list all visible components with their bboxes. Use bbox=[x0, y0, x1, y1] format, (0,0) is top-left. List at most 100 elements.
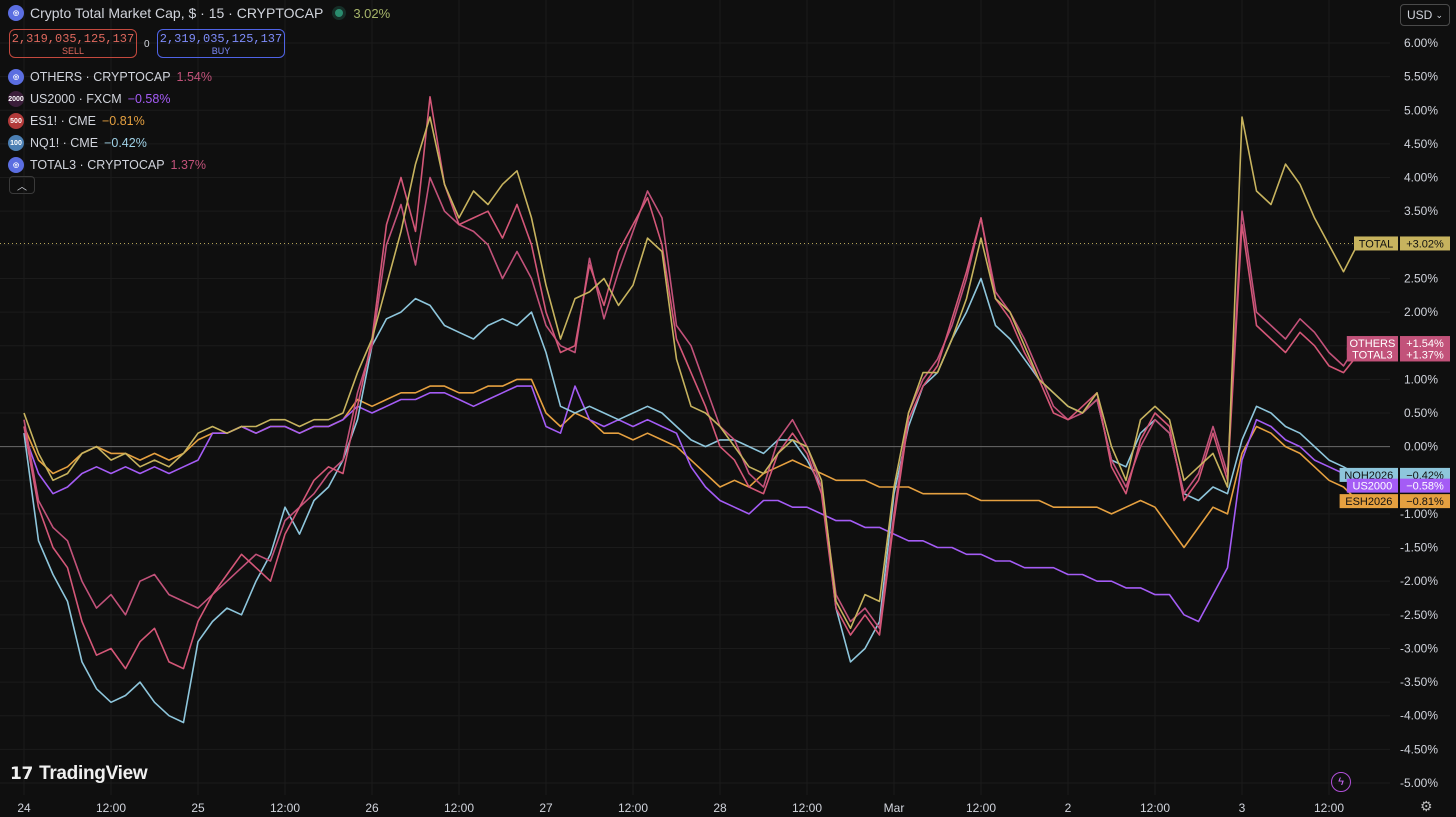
legend-change: 1.54% bbox=[176, 70, 212, 84]
y-tick-label: -1.00% bbox=[1400, 507, 1438, 521]
legend-symbol: OTHERS · CRYPTOCAP bbox=[30, 70, 171, 84]
legend-symbol: NQ1! · CME bbox=[30, 136, 99, 150]
badge-bg bbox=[1346, 347, 1398, 362]
legend-symbol: ES1! · CME bbox=[30, 114, 96, 128]
sell-label: SELL bbox=[61, 45, 85, 56]
badge-name: TOTAL bbox=[1359, 238, 1393, 250]
legend-change: −0.58% bbox=[127, 92, 171, 106]
es-500-icon: 500 bbox=[8, 113, 24, 129]
legend-change: −0.42% bbox=[104, 136, 147, 150]
buy-label: BUY bbox=[211, 45, 231, 56]
x-tick-label: 12:00 bbox=[96, 801, 126, 815]
x-tick-label: 12:00 bbox=[966, 801, 996, 815]
legend-change: 1.37% bbox=[170, 158, 206, 172]
badge-bg bbox=[1400, 347, 1450, 362]
badge-bg bbox=[1339, 494, 1398, 509]
series-line-total[interactable] bbox=[23, 116, 1359, 630]
badge-name: US2000 bbox=[1353, 481, 1393, 493]
chart-header: ◎ Crypto Total Market Cap, $ · 15 · CRYP… bbox=[8, 5, 390, 21]
badge-value: −0.58% bbox=[1406, 481, 1444, 493]
sell-button[interactable]: 2,319,035,125,137 SELL bbox=[9, 29, 137, 58]
legend-row[interactable]: 100 NQ1! · CME −0.42% bbox=[8, 132, 212, 154]
price-badge-us2000: US2000 −0.58% bbox=[1346, 478, 1450, 493]
y-tick-label: 0.50% bbox=[1404, 406, 1438, 420]
y-tick-label: 2.00% bbox=[1404, 305, 1438, 319]
x-tick-label: 28 bbox=[713, 801, 727, 815]
badge-bg bbox=[1400, 494, 1450, 509]
legend-row[interactable]: 500 ES1! · CME −0.81% bbox=[8, 110, 212, 132]
us2000-icon: 2000 bbox=[8, 91, 24, 107]
series-line-us2000[interactable] bbox=[23, 385, 1359, 623]
y-tick-label: -3.50% bbox=[1400, 675, 1438, 689]
y-tick-label: 2.50% bbox=[1404, 271, 1438, 285]
badge-bg bbox=[1400, 336, 1450, 351]
price-badge-total3: TOTAL3 +1.37% bbox=[1346, 347, 1450, 362]
x-tick-label: 12:00 bbox=[270, 801, 300, 815]
tradingview-mark-icon: 17 bbox=[10, 764, 34, 784]
badge-bg bbox=[1400, 236, 1450, 251]
y-tick-label: 1.00% bbox=[1404, 372, 1438, 386]
collapse-legend-button[interactable]: ︿ bbox=[9, 176, 35, 194]
y-tick-label: -2.00% bbox=[1400, 574, 1438, 588]
badge-bg bbox=[1339, 467, 1398, 482]
legend-symbol: US2000 · FXCM bbox=[30, 92, 122, 106]
crypto-cap-icon: ◎ bbox=[8, 157, 24, 173]
badge-value: +1.37% bbox=[1406, 349, 1444, 361]
x-tick-label: 12:00 bbox=[1314, 801, 1344, 815]
badge-value: +1.54% bbox=[1406, 338, 1444, 350]
y-tick-label: 4.50% bbox=[1404, 137, 1438, 151]
crypto-cap-icon: ◎ bbox=[8, 69, 24, 85]
buy-price: 2,319,035,125,137 bbox=[159, 31, 283, 46]
badge-name: ESH2026 bbox=[1345, 496, 1392, 508]
x-tick-label: 26 bbox=[365, 801, 379, 815]
tradingview-logo: 17 TradingView bbox=[10, 763, 148, 785]
market-open-icon bbox=[335, 9, 344, 17]
main-change: 3.02% bbox=[353, 5, 391, 21]
y-tick-label: -3.00% bbox=[1400, 641, 1438, 655]
legend-symbol: TOTAL3 · CRYPTOCAP bbox=[30, 158, 165, 172]
sell-price: 2,319,035,125,137 bbox=[11, 31, 135, 46]
legend-row[interactable]: ◎ TOTAL3 · CRYPTOCAP 1.37% bbox=[8, 154, 212, 176]
badge-bg bbox=[1400, 478, 1450, 493]
series-line-total3[interactable] bbox=[23, 96, 1359, 670]
chevron-up-icon: ︿ bbox=[17, 181, 27, 193]
logo-text: TradingView bbox=[39, 763, 148, 784]
bolt-icon[interactable]: ϟ bbox=[1331, 772, 1351, 792]
x-tick-label: 24 bbox=[17, 801, 31, 815]
y-tick-label: 5.00% bbox=[1404, 103, 1438, 117]
badge-bg bbox=[1346, 336, 1398, 351]
y-tick-label: -5.00% bbox=[1400, 776, 1438, 790]
legend: ◎ OTHERS · CRYPTOCAP 1.54% 2000 US2000 ·… bbox=[8, 66, 212, 176]
y-tick-label: -4.50% bbox=[1400, 742, 1438, 756]
y-tick-label: -4.00% bbox=[1400, 709, 1438, 723]
x-tick-label: 27 bbox=[539, 801, 553, 815]
currency-value: USD bbox=[1407, 8, 1433, 22]
x-tick-label: 12:00 bbox=[618, 801, 648, 815]
series-line-nqh2026[interactable] bbox=[23, 277, 1359, 724]
legend-row[interactable]: ◎ OTHERS · CRYPTOCAP 1.54% bbox=[8, 66, 212, 88]
y-tick-label: 0.00% bbox=[1404, 440, 1438, 454]
badge-bg bbox=[1400, 467, 1450, 482]
badge-bg bbox=[1346, 478, 1398, 493]
badge-name: OTHERS bbox=[1349, 338, 1395, 350]
gear-icon[interactable]: ⚙ bbox=[1420, 798, 1433, 814]
chevron-down-icon: ⌄ bbox=[1435, 9, 1443, 20]
legend-row[interactable]: 2000 US2000 · FXCM −0.58% bbox=[8, 88, 212, 110]
badge-bg bbox=[1354, 236, 1398, 251]
currency-select[interactable]: USD ⌄ bbox=[1400, 4, 1450, 26]
y-tick-label: -1.50% bbox=[1400, 541, 1438, 555]
x-tick-label: 3 bbox=[1239, 801, 1246, 815]
x-tick-label: Mar bbox=[884, 801, 905, 815]
price-badge-total: TOTAL +3.02% bbox=[1354, 236, 1450, 251]
badge-name: TOTAL3 bbox=[1352, 349, 1393, 361]
crypto-cap-icon: ◎ bbox=[8, 5, 24, 21]
nq-100-icon: 100 bbox=[8, 135, 24, 151]
y-tick-label: -2.50% bbox=[1400, 608, 1438, 622]
badge-value: −0.81% bbox=[1406, 496, 1444, 508]
legend-change: −0.81% bbox=[102, 114, 145, 128]
chart-title[interactable]: Crypto Total Market Cap, $ · 15 · CRYPTO… bbox=[30, 5, 324, 21]
badge-value: +3.02% bbox=[1406, 238, 1444, 250]
buy-button[interactable]: 2,319,035,125,137 BUY bbox=[157, 29, 285, 58]
y-tick-label: 6.00% bbox=[1404, 36, 1438, 50]
